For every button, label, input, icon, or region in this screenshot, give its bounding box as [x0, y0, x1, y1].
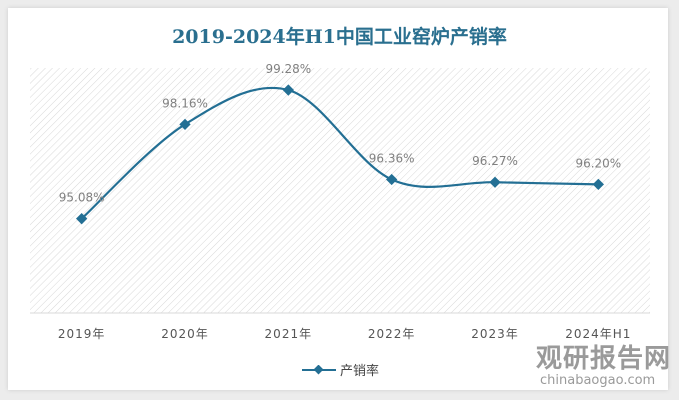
data-point [592, 178, 604, 191]
x-tick-label: 2021年 [265, 327, 313, 341]
data-label: 99.28% [265, 62, 311, 76]
plot-area [30, 68, 650, 313]
watermark-cn: 观研报告网 [536, 344, 672, 374]
legend-label: 产销率 [340, 364, 380, 379]
x-tick-label: 2023年 [471, 327, 519, 341]
watermark-en: chinabaogao.com [540, 373, 656, 388]
data-label: 95.08% [59, 191, 105, 205]
data-label: 96.27% [472, 154, 518, 168]
chart-title: 2019-2024年H1中国工业窑炉产销率 [172, 26, 507, 48]
x-tick-label: 2024年H1 [565, 327, 631, 341]
data-label: 96.20% [575, 156, 621, 170]
legend-line-icon [302, 364, 336, 374]
watermark: 观研报告网 chinabaogao.com [500, 346, 671, 387]
x-tick-label: 2022年 [368, 327, 416, 341]
series-line [80, 86, 599, 220]
x-tick-label: 2019年 [58, 327, 106, 341]
data-point [489, 176, 501, 188]
data-label: 98.16% [162, 96, 208, 110]
data-point [386, 173, 398, 186]
legend: 产销率 [302, 360, 379, 379]
x-tick-label: 2020年 [161, 327, 209, 341]
data-label: 96.36% [369, 151, 415, 165]
